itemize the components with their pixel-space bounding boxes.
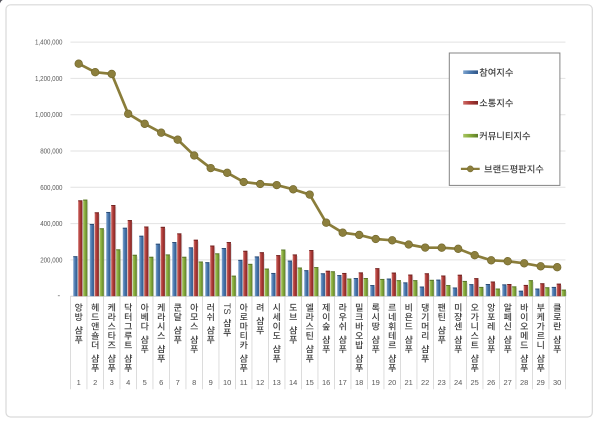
svg-text:9: 9 <box>209 378 213 387</box>
svg-text:1,200,000: 1,200,000 <box>35 74 63 83</box>
svg-text:28: 28 <box>520 378 528 387</box>
svg-text:11: 11 <box>240 378 248 387</box>
svg-text:26: 26 <box>487 378 495 387</box>
svg-text:TS: TS <box>222 303 232 315</box>
svg-text:1: 1 <box>77 378 81 387</box>
svg-text:20: 20 <box>388 378 396 387</box>
svg-text:22: 22 <box>421 378 429 387</box>
svg-text:1,000,000: 1,000,000 <box>35 110 63 119</box>
svg-text:12: 12 <box>256 378 264 387</box>
svg-text:10: 10 <box>223 378 231 387</box>
svg-text:16: 16 <box>322 378 330 387</box>
svg-text:15: 15 <box>306 378 314 387</box>
svg-text:4: 4 <box>126 378 130 387</box>
svg-text:18: 18 <box>355 378 363 387</box>
svg-text:17: 17 <box>339 378 347 387</box>
svg-text:200,000: 200,000 <box>40 255 62 264</box>
svg-text:23: 23 <box>438 378 446 387</box>
svg-text:600,000: 600,000 <box>40 183 62 192</box>
svg-text:-: - <box>58 291 61 300</box>
svg-text:21: 21 <box>405 378 413 387</box>
svg-text:2: 2 <box>93 378 97 387</box>
svg-text:14: 14 <box>289 378 297 387</box>
svg-text:1,400,000: 1,400,000 <box>35 38 63 47</box>
svg-text:8: 8 <box>192 378 196 387</box>
svg-text:400,000: 400,000 <box>40 219 62 228</box>
svg-text:19: 19 <box>372 378 380 387</box>
svg-text:3: 3 <box>110 378 114 387</box>
svg-text:30: 30 <box>553 378 561 387</box>
svg-text:29: 29 <box>537 378 545 387</box>
svg-text:6: 6 <box>159 378 163 387</box>
svg-text:800,000: 800,000 <box>40 147 62 156</box>
svg-text:25: 25 <box>471 378 479 387</box>
svg-text:24: 24 <box>454 378 462 387</box>
svg-text:13: 13 <box>273 378 281 387</box>
svg-text:5: 5 <box>143 378 147 387</box>
svg-text:27: 27 <box>504 378 512 387</box>
svg-text:7: 7 <box>176 378 180 387</box>
